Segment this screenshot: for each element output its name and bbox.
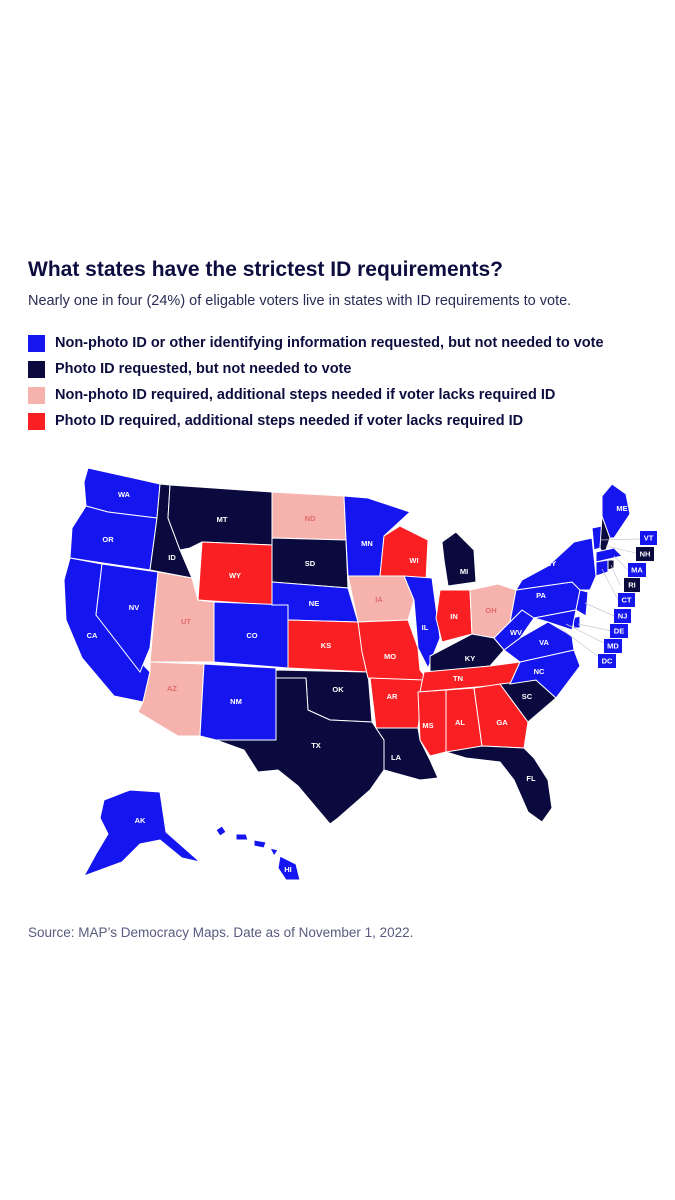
svg-text:ND: ND	[305, 514, 316, 523]
svg-text:WY: WY	[229, 571, 241, 580]
callout-NH: NH	[636, 547, 654, 561]
state-labels: WA OR CA NV ID MT WY UT AZ CO NM ND SD N…	[87, 490, 628, 874]
svg-text:IL: IL	[422, 623, 429, 632]
state-HI	[215, 825, 301, 881]
svg-text:ID: ID	[168, 553, 176, 562]
legend-label: Non-photo ID or other identifying inform…	[55, 335, 604, 351]
state-LA	[375, 727, 439, 781]
svg-text:RI: RI	[628, 580, 636, 589]
svg-text:MO: MO	[384, 652, 396, 661]
legend-swatch	[28, 334, 45, 352]
legend-swatch	[28, 360, 45, 378]
svg-text:IN: IN	[450, 612, 458, 621]
svg-text:OR: OR	[102, 535, 114, 544]
state-ME	[601, 483, 631, 539]
legend-item-photo-required: Photo ID required, additional steps need…	[28, 408, 604, 434]
legend-label: Photo ID required, additional steps need…	[55, 413, 524, 429]
callout-MA: MA	[628, 563, 646, 577]
svg-text:OK: OK	[332, 685, 344, 694]
svg-text:WI: WI	[409, 556, 418, 565]
chart-title: What states have the strictest ID requir…	[28, 258, 503, 281]
svg-text:VA: VA	[539, 638, 549, 647]
svg-text:AZ: AZ	[167, 684, 177, 693]
legend-label: Photo ID requested, but not needed to vo…	[55, 361, 352, 377]
svg-text:AR: AR	[387, 692, 398, 701]
state-MA	[595, 547, 623, 563]
svg-text:NY: NY	[546, 559, 556, 568]
legend-swatch	[28, 386, 45, 404]
svg-text:AL: AL	[455, 718, 465, 727]
svg-text:TX: TX	[311, 741, 321, 750]
svg-text:MD: MD	[607, 641, 619, 650]
svg-text:SD: SD	[305, 559, 316, 568]
svg-text:DE: DE	[614, 626, 624, 635]
callout-DE: DE	[610, 624, 628, 638]
svg-text:MI: MI	[460, 567, 468, 576]
state-FL	[445, 745, 553, 823]
state-NV	[95, 563, 159, 673]
callout-CT: CT	[618, 593, 635, 607]
svg-text:OH: OH	[485, 606, 496, 615]
svg-text:IA: IA	[375, 595, 383, 604]
legend-label: Non-photo ID required, additional steps …	[55, 387, 556, 403]
svg-text:NM: NM	[230, 697, 242, 706]
state-MI	[441, 531, 477, 587]
svg-text:KS: KS	[321, 641, 331, 650]
svg-text:CA: CA	[87, 631, 98, 640]
svg-text:UT: UT	[181, 617, 191, 626]
state-IL	[403, 575, 441, 670]
state-AK	[82, 789, 201, 877]
svg-text:VT: VT	[644, 533, 654, 542]
svg-text:LA: LA	[391, 753, 402, 762]
state-MD	[533, 609, 577, 631]
state-IN	[435, 589, 473, 643]
svg-text:FL: FL	[526, 774, 536, 783]
legend-item-photo-requested: Photo ID requested, but not needed to vo…	[28, 356, 604, 382]
us-state-map: VT NH MA RI CT NJ DE MD DC WA OR CA NV I…	[63, 467, 657, 881]
leader-lines	[559, 538, 641, 662]
svg-text:DC: DC	[602, 656, 613, 665]
state-NJ	[575, 589, 589, 617]
chart-subtitle: Nearly one in four (24%) of eligable vot…	[28, 293, 572, 309]
svg-text:NJ: NJ	[618, 611, 628, 620]
callout-VT: VT	[640, 531, 657, 545]
legend-item-nonphoto-required: Non-photo ID required, additional steps …	[28, 382, 604, 408]
legend-item-nonphoto-requested: Non-photo ID or other identifying inform…	[28, 330, 604, 356]
svg-text:SC: SC	[522, 692, 533, 701]
state-MS	[417, 689, 447, 757]
legend: Non-photo ID or other identifying inform…	[28, 330, 604, 434]
legend-swatch	[28, 412, 45, 430]
svg-text:TN: TN	[453, 674, 463, 683]
svg-text:MN: MN	[361, 539, 373, 548]
svg-text:MA: MA	[631, 565, 643, 574]
svg-text:NC: NC	[534, 667, 545, 676]
svg-text:MT: MT	[217, 515, 228, 524]
state-NY	[515, 537, 597, 591]
svg-text:GA: GA	[496, 718, 508, 727]
svg-text:HI: HI	[284, 865, 292, 874]
svg-text:ME: ME	[616, 504, 627, 513]
svg-text:PA: PA	[536, 591, 546, 600]
state-GA	[473, 683, 529, 749]
svg-text:MS: MS	[422, 721, 433, 730]
svg-text:NE: NE	[309, 599, 319, 608]
svg-text:WV: WV	[510, 628, 522, 637]
callout-DC: DC	[598, 654, 616, 668]
svg-text:WA: WA	[118, 490, 131, 499]
svg-text:KY: KY	[465, 654, 475, 663]
svg-text:AK: AK	[135, 816, 146, 825]
svg-text:CT: CT	[622, 595, 632, 604]
state-CT	[595, 559, 609, 577]
state-TX	[215, 677, 385, 825]
callout-NJ: NJ	[614, 609, 631, 623]
state-WI	[379, 525, 429, 581]
svg-text:NV: NV	[129, 603, 139, 612]
source-note: Source: MAP’s Democracy Maps. Date as of…	[28, 925, 414, 940]
svg-text:NH: NH	[640, 549, 651, 558]
callout-RI: RI	[624, 578, 640, 592]
svg-text:CO: CO	[246, 631, 257, 640]
state-AR	[369, 677, 425, 729]
callout-MD: MD	[604, 639, 622, 653]
